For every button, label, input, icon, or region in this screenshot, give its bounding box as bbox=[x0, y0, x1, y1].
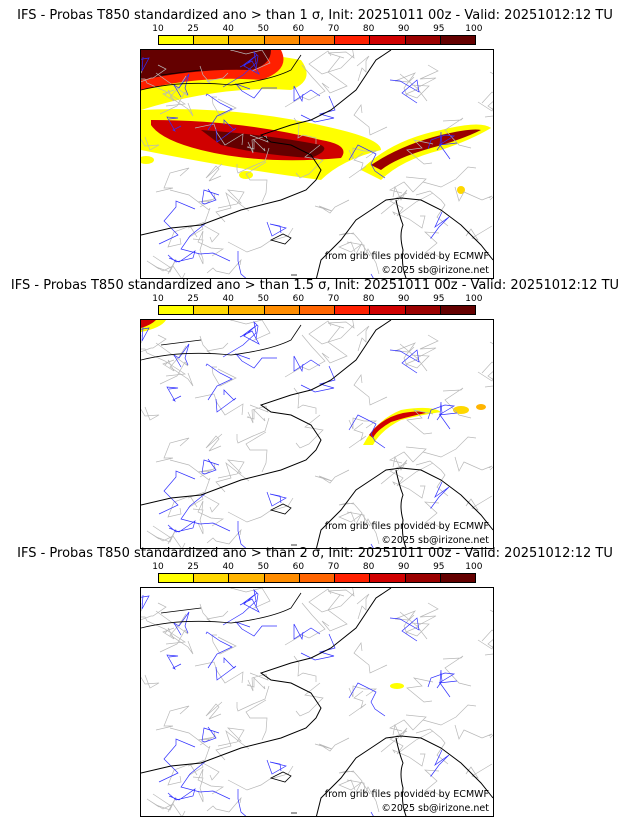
colorbar-tick: 90 bbox=[397, 24, 410, 34]
colorbar-swatch bbox=[440, 306, 475, 314]
colorbar-swatch bbox=[194, 306, 230, 314]
colorbar-swatch bbox=[229, 574, 265, 582]
colorbar-swatch bbox=[370, 36, 406, 44]
colorbar-swatch bbox=[370, 306, 406, 314]
probability-map: from grib files provided by ECMWF ©2025 s… bbox=[140, 49, 494, 279]
colorbar-tick: 90 bbox=[397, 562, 410, 572]
colorbar-swatch bbox=[370, 574, 406, 582]
panel-title: IFS - Probas T850 standardized ano > tha… bbox=[10, 278, 620, 293]
colorbar-swatch bbox=[264, 306, 300, 314]
source-note: from grib files provided by ECMWF bbox=[324, 789, 489, 800]
colorbar-swatch bbox=[159, 574, 195, 582]
colorbar-tick: 25 bbox=[187, 24, 199, 34]
colorbar-swatch bbox=[229, 36, 265, 44]
colorbar-tick: 70 bbox=[327, 294, 340, 304]
colorbar-tick: 40 bbox=[222, 562, 234, 572]
source-note: from grib files provided by ECMWF bbox=[324, 521, 489, 532]
colorbar-swatch bbox=[194, 36, 230, 44]
colorbar-tick: 40 bbox=[222, 294, 234, 304]
colorbar-tick: 40 bbox=[222, 24, 234, 34]
colorbar-tick: 95 bbox=[433, 294, 445, 304]
colorbar-tick: 90 bbox=[397, 294, 410, 304]
colorbar-swatch bbox=[159, 306, 195, 314]
colorbar-tick: 60 bbox=[292, 562, 305, 572]
copyright: ©2025 sb@irizone.net bbox=[381, 803, 489, 814]
colorbar-tick: 70 bbox=[327, 562, 340, 572]
colorbar-tick: 60 bbox=[292, 294, 305, 304]
colorbar bbox=[158, 573, 476, 583]
colorbar-swatch bbox=[159, 36, 195, 44]
panel-title: IFS - Probas T850 standardized ano > tha… bbox=[17, 8, 613, 23]
copyright: ©2025 sb@irizone.net bbox=[381, 265, 489, 276]
colorbar-ticks: 10 25 40 50 60 70 80 90 95 100 bbox=[152, 24, 482, 34]
colorbar-swatch bbox=[405, 574, 441, 582]
colorbar-tick: 70 bbox=[327, 24, 340, 34]
colorbar-tick: 50 bbox=[257, 294, 270, 304]
colorbar-swatch bbox=[335, 36, 371, 44]
colorbar-swatch bbox=[299, 36, 336, 44]
map-canvas bbox=[141, 320, 493, 548]
colorbar-tick: 60 bbox=[292, 24, 305, 34]
colorbar-tick: 100 bbox=[465, 294, 483, 304]
colorbar-ticks: 10 25 40 50 60 70 80 90 95 100 bbox=[152, 294, 482, 304]
colorbar-tick: 25 bbox=[187, 294, 199, 304]
colorbar-tick: 80 bbox=[362, 562, 375, 572]
colorbar-swatch bbox=[405, 306, 441, 314]
colorbar-swatch bbox=[229, 306, 265, 314]
colorbar bbox=[158, 35, 476, 45]
colorbar-tick: 10 bbox=[152, 24, 164, 34]
colorbar-tick: 10 bbox=[152, 562, 164, 572]
colorbar-ticks: 10 25 40 50 60 70 80 90 95 100 bbox=[152, 562, 482, 572]
colorbar-tick: 80 bbox=[362, 24, 375, 34]
colorbar-swatch bbox=[264, 574, 300, 582]
colorbar bbox=[158, 305, 476, 315]
colorbar-tick: 80 bbox=[362, 294, 375, 304]
copyright: ©2025 sb@irizone.net bbox=[381, 535, 489, 546]
probability-map: from grib files provided by ECMWF ©2025 s… bbox=[140, 319, 494, 549]
colorbar-swatch bbox=[405, 36, 441, 44]
map-canvas bbox=[141, 588, 493, 816]
colorbar-tick: 100 bbox=[465, 24, 483, 34]
colorbar-tick: 95 bbox=[433, 24, 445, 34]
colorbar-tick: 50 bbox=[257, 562, 270, 572]
colorbar-swatch bbox=[335, 306, 371, 314]
colorbar-swatch bbox=[299, 306, 336, 314]
colorbar-swatch bbox=[194, 574, 230, 582]
map-canvas bbox=[141, 50, 493, 278]
colorbar-tick: 100 bbox=[465, 562, 483, 572]
colorbar-tick: 95 bbox=[433, 562, 445, 572]
colorbar-tick: 25 bbox=[187, 562, 199, 572]
colorbar-swatch bbox=[335, 574, 371, 582]
colorbar-swatch bbox=[299, 574, 336, 582]
source-note: from grib files provided by ECMWF bbox=[324, 251, 489, 262]
colorbar-swatch bbox=[440, 36, 475, 44]
probability-map: from grib files provided by ECMWF ©2025 s… bbox=[140, 587, 494, 817]
colorbar-tick: 10 bbox=[152, 294, 164, 304]
colorbar-tick: 50 bbox=[257, 24, 270, 34]
colorbar-swatch bbox=[264, 36, 300, 44]
colorbar-swatch bbox=[440, 574, 475, 582]
panel-title: IFS - Probas T850 standardized ano > tha… bbox=[17, 546, 613, 561]
